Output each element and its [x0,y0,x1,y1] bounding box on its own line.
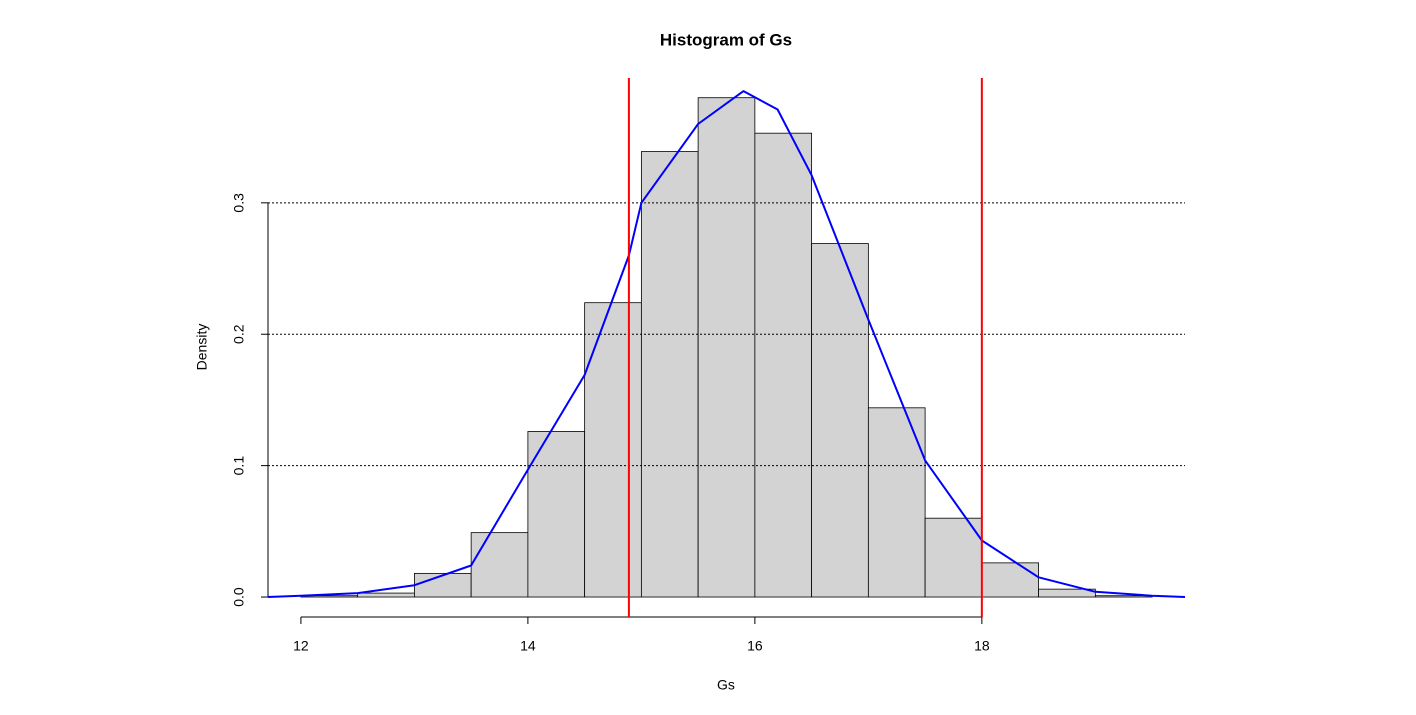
y-axis-label: Density [194,324,210,371]
bar [527,431,586,598]
x-tick-label: 14 [520,638,536,654]
bar [867,407,926,598]
bar [640,151,699,598]
y-tick-label: 0.0 [231,587,247,607]
bar [811,243,869,598]
density-curve [267,90,1186,598]
bar [1038,588,1096,598]
y-tick-label: 0.2 [231,324,247,344]
bar [924,517,983,598]
bar [584,302,642,598]
bar [357,592,415,598]
bar [754,132,813,598]
bar [470,532,529,598]
x-axis-label: Gs [717,677,735,693]
bar [414,572,472,598]
bar [697,97,756,598]
chart-title: Histogram of Gs [660,30,792,49]
y-tick-label: 0.1 [231,456,247,476]
x-tick-label: 16 [747,638,763,654]
x-tick-label: 12 [293,638,309,654]
x-tick-label: 18 [974,638,990,654]
y-tick-label: 0.3 [231,193,247,213]
bar [981,562,1039,598]
